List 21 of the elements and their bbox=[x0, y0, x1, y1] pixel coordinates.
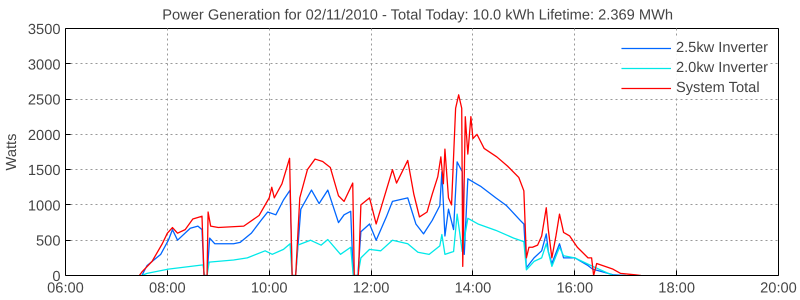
x-tick-label: 08:00 bbox=[149, 280, 186, 296]
y-tick-label: 1000 bbox=[28, 198, 61, 214]
y-axis-title: Watts bbox=[4, 134, 20, 170]
x-tick-label: 20:00 bbox=[760, 280, 797, 296]
line-series bbox=[141, 161, 626, 276]
x-tick-label: 16:00 bbox=[556, 280, 594, 296]
legend-label: System Total bbox=[676, 80, 760, 96]
x-tick-label: 10:00 bbox=[250, 280, 288, 296]
y-tick-label: 2500 bbox=[28, 92, 61, 109]
y-tick-label: 3000 bbox=[28, 57, 61, 74]
legend-label: 2.0kw Inverter bbox=[676, 60, 768, 76]
y-tick-label: 500 bbox=[36, 234, 61, 250]
x-tick-label: 14:00 bbox=[454, 280, 492, 296]
x-tick-label: 18:00 bbox=[658, 280, 695, 296]
x-tick-label: 12:00 bbox=[352, 280, 390, 296]
legend-label: 2.5kw Inverter bbox=[676, 40, 768, 56]
y-tick-label: 2000 bbox=[28, 128, 61, 144]
chart-title: Power Generation for 02/11/2010 - Total Today: 10.0 kWh Lifetime: 2.369 MWh bbox=[162, 8, 674, 24]
line-series bbox=[138, 94, 642, 276]
y-tick-label: 3500 bbox=[28, 22, 61, 38]
y-tick-label: 1500 bbox=[28, 163, 61, 180]
